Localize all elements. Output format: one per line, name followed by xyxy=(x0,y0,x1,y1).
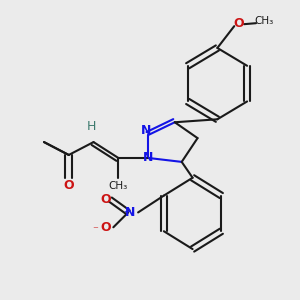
Text: CH₃: CH₃ xyxy=(109,181,128,191)
Text: +: + xyxy=(123,207,130,216)
Text: N: N xyxy=(125,206,135,219)
Text: O: O xyxy=(63,179,74,192)
Text: O: O xyxy=(100,221,111,234)
Text: ⁻: ⁻ xyxy=(93,225,98,235)
Text: N: N xyxy=(141,124,151,137)
Text: N: N xyxy=(143,152,153,164)
Text: H: H xyxy=(87,120,96,133)
Text: O: O xyxy=(234,17,244,30)
Text: CH₃: CH₃ xyxy=(254,16,274,26)
Text: O: O xyxy=(100,193,111,206)
